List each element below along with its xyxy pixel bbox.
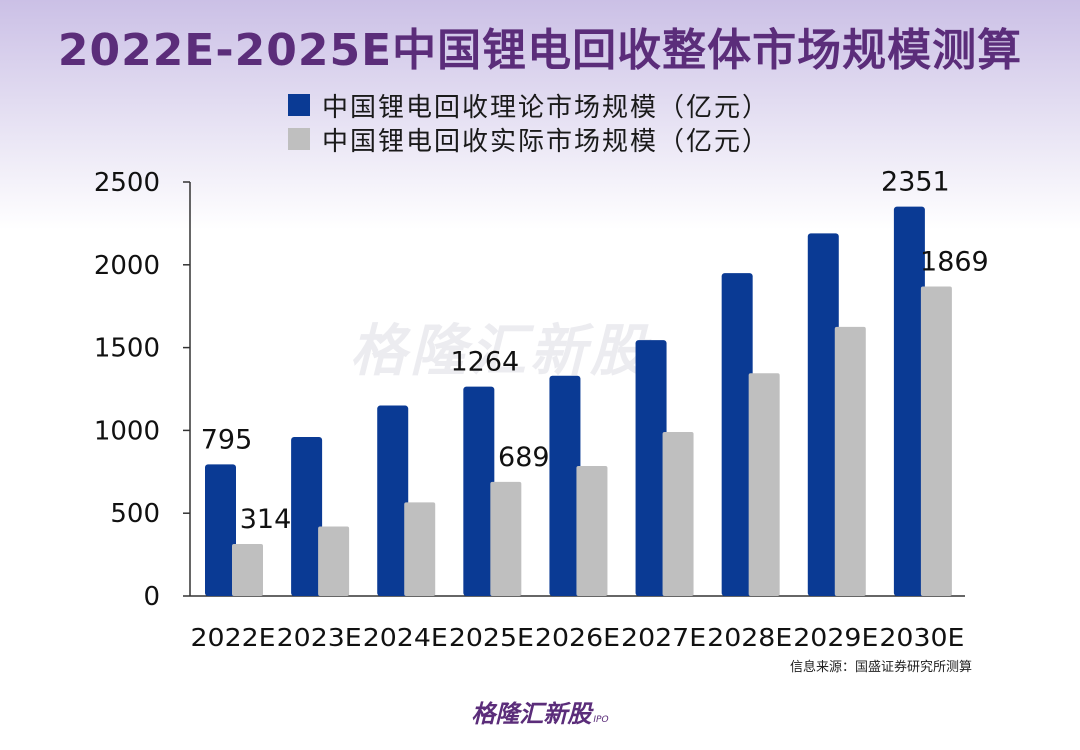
y-tick-label: 500 — [110, 499, 160, 529]
bar-theoretical — [291, 437, 323, 596]
bar-actual — [920, 286, 952, 596]
data-label: 1869 — [920, 246, 989, 277]
bar-actual — [834, 326, 866, 596]
bar-actual — [232, 544, 263, 596]
watermark: 格隆汇新股 — [350, 319, 650, 384]
brand-sub: IPO — [593, 715, 609, 725]
bar-theoretical — [635, 340, 667, 596]
bar-actual — [576, 466, 608, 596]
y-tick-label: 1500 — [94, 334, 160, 364]
chart-title: 2022E-2025E中国锂电回收整体市场规模测算 — [57, 25, 1023, 76]
legend-swatch-theoretical — [288, 94, 310, 116]
x-tick-label: 2023E — [277, 623, 362, 652]
bar-theoretical — [893, 206, 925, 597]
legend: 中国锂电回收理论市场规模（亿元） 中国锂电回收实际市场规模（亿元） — [288, 88, 771, 157]
bar-theoretical — [807, 233, 839, 596]
bar-theoretical — [377, 405, 409, 596]
bar-actual — [490, 481, 522, 596]
x-tick-label: 2027E — [621, 623, 706, 652]
bar-actual — [318, 526, 350, 596]
legend-swatch-actual — [288, 128, 310, 150]
legend-label-actual: 中国锂电回收实际市场规模（亿元） — [322, 126, 771, 157]
bar-actual — [662, 432, 694, 596]
x-tick-label: 2028E — [707, 623, 792, 652]
data-label: 795 — [201, 424, 253, 455]
brand-name: 格隆汇新股 — [471, 700, 592, 728]
data-label: 2351 — [881, 167, 950, 198]
x-tick-label: 2029E — [793, 623, 878, 652]
x-tick-label: 2024E — [363, 623, 448, 652]
x-tick-label: 2022E — [191, 623, 276, 652]
y-tick-label: 1000 — [94, 416, 160, 446]
legend-item-actual: 中国锂电回收实际市场规模（亿元） — [288, 122, 771, 157]
bar-theoretical — [463, 386, 495, 596]
source-note: 信息来源：国盛证券研究所测算 — [789, 660, 972, 675]
x-tick-label: 2025E — [449, 623, 534, 652]
data-label: 314 — [240, 504, 292, 535]
bar-actual — [404, 502, 436, 596]
y-tick-label: 0 — [143, 582, 160, 612]
x-tick-label: 2030E — [879, 623, 964, 652]
bar-theoretical — [205, 464, 236, 596]
legend-item-theoretical: 中国锂电回收理论市场规模（亿元） — [288, 88, 771, 123]
bar-theoretical — [721, 273, 753, 596]
data-label: 689 — [498, 442, 550, 473]
data-label: 1264 — [450, 347, 519, 378]
y-tick-label: 2500 — [94, 168, 160, 198]
x-tick-label: 2026E — [535, 623, 620, 652]
bar-theoretical — [549, 375, 581, 596]
bar-actual — [748, 373, 780, 596]
y-tick-label: 2000 — [94, 251, 160, 281]
brand-logo: 格隆汇新股 IPO — [0, 694, 1080, 729]
legend-label-theoretical: 中国锂电回收理论市场规模（亿元） — [322, 92, 771, 123]
